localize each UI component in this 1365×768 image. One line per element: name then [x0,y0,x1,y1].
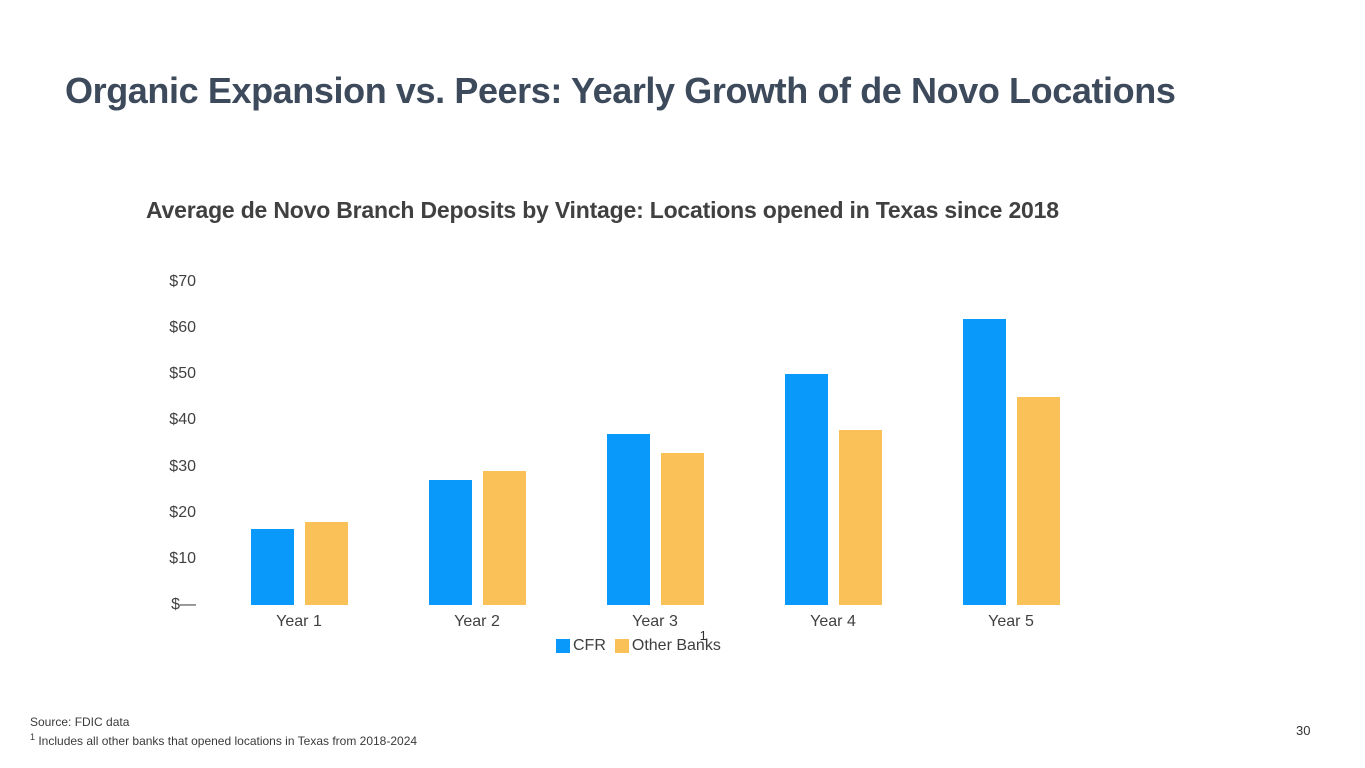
footnote: 1 Includes all other banks that opened l… [30,732,418,749]
footnote-text: Includes all other banks that opened loc… [35,734,418,748]
bar-group-year-4: Year 4 [784,374,882,630]
x-axis-label-year-1: Year 1 [276,613,322,630]
bar-other-banks-year-2 [482,471,526,605]
y-tick-label: $20 [169,503,196,521]
chart-title: Average de Novo Branch Deposits by Vinta… [146,197,1059,223]
bar-group-year-2: Year 2 [428,471,526,630]
other-banks-legend-text: Other Banks [631,637,721,654]
y-tick-label: $70 [169,273,196,290]
y-tick-label: $60 [169,319,196,337]
bar-group-year-5: Year 5 [962,318,1060,630]
x-axis-label-year-2: Year 2 [454,613,500,630]
y-tick-label: $— [171,596,196,613]
chart-legend: CFR Other Banks 1 [556,628,721,655]
slide-title: Organic Expansion vs. Peers: Yearly Grow… [65,70,1176,111]
x-axis-label-year-4: Year 4 [810,613,856,630]
y-tick-label: $50 [169,365,196,383]
source-note: Source: FDIC data [30,715,130,729]
bar-cfr-year-5 [962,318,1006,605]
bar-other-banks-year-4 [838,429,882,605]
legend-item-cfr: CFR [556,637,606,655]
bar-cfr-year-1 [250,528,294,605]
page-number: 30 [1296,723,1311,738]
bar-cfr-year-4 [784,374,828,605]
chart-canvas: $70 $60 $50 $40 $30 $20 $10 $— Year 1 Year 2 Year… [0,273,1365,630]
other-banks-legend-label: Other Banks 1 [631,628,721,655]
bar-other-banks-year-5 [1016,397,1060,605]
slide-footer: Source: FDIC data 1 Includes all other b… [30,715,417,748]
bar-group-year-1: Year 1 [250,521,348,630]
footnote-marker: 1 [30,732,36,742]
bar-cfr-year-3 [606,434,650,605]
plot-area: Year 1 Year 2 Year 3 Year 4 Year 5 [210,282,1100,630]
y-tick-label: $30 [169,457,196,475]
x-axis-label-year-5: Year 5 [988,613,1034,630]
other-banks-legend-swatch [614,639,629,653]
legend-item-other-banks: Other Banks 1 [614,628,721,655]
bar-cfr-year-2 [428,480,472,605]
cfr-legend-swatch [556,639,570,653]
cfr-legend-label: CFR [573,637,606,654]
bar-group-year-3: Year 3 [606,434,704,630]
bar-other-banks-year-3 [660,452,704,605]
y-tick-label: $40 [169,411,196,429]
y-tick-label: $10 [169,549,196,567]
bar-other-banks-year-1 [304,521,348,605]
x-axis-label-year-3: Year 3 [632,613,678,630]
footnote-marker-superscript: 1 [699,628,707,643]
